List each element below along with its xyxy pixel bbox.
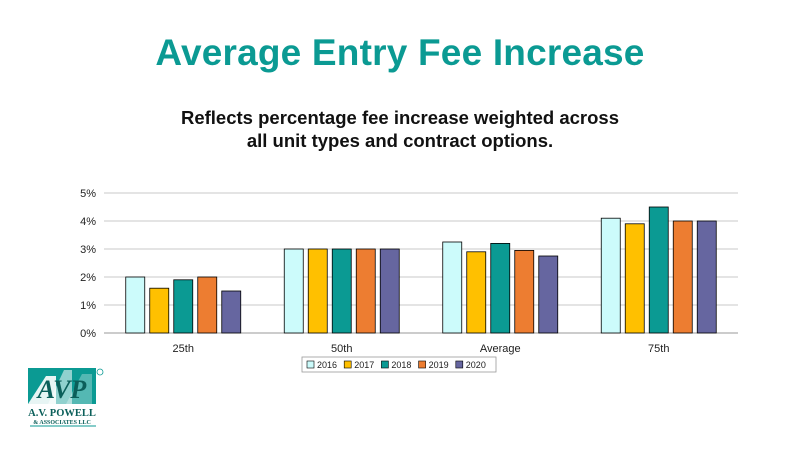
legend-label-2017: 2017 <box>354 360 374 370</box>
bar-2020-average <box>538 255 559 334</box>
bar-2019-50th <box>355 248 376 334</box>
page-subtitle: Reflects percentage fee increase weighte… <box>100 106 700 152</box>
page-title: Average Entry Fee Increase <box>155 32 645 73</box>
x-axis-tick-labels: 25th 50th Average 75th <box>173 343 670 355</box>
bar-2019-average <box>514 249 535 334</box>
y-tick-label: 4% <box>80 216 96 228</box>
legend-label-2018: 2018 <box>391 360 411 370</box>
logo-name: A.V. POWELL <box>28 408 96 419</box>
y-tick-label: 0% <box>80 328 96 340</box>
bar-2020-50th <box>379 248 400 334</box>
x-tick-label: Average <box>480 343 521 355</box>
bar-2020-25th <box>221 290 242 334</box>
bar-2018-25th <box>173 279 194 334</box>
company-logo: AVP A.V. POWELL & ASSOCIATES LLC <box>28 368 104 427</box>
logo-mark: AVP <box>36 375 88 404</box>
y-tick-label: 3% <box>80 244 96 256</box>
bar-2016-average <box>442 241 463 334</box>
legend-swatch-2017 <box>343 360 352 369</box>
bar-2017-25th <box>149 287 170 334</box>
subtitle-line-2: all unit types and contract options. <box>246 130 554 151</box>
legend-swatch-2019 <box>418 360 426 369</box>
bar-2019-75th <box>672 220 693 334</box>
x-tick-label: 75th <box>648 343 669 355</box>
bars <box>125 206 717 334</box>
y-axis-tick-labels: 0% 1% 2% 3% 4% 5% <box>80 188 96 340</box>
bar-2017-50th <box>307 248 328 334</box>
x-tick-label: 50th <box>331 343 352 355</box>
y-tick-label: 5% <box>80 188 96 200</box>
legend-label-2016: 2016 <box>317 360 337 370</box>
legend-swatch-2018 <box>381 360 389 369</box>
legend: 2016 2017 2018 2019 2020 <box>301 356 497 373</box>
x-tick-label: 25th <box>173 343 194 355</box>
bar-2017-average <box>466 251 487 334</box>
logo-tagline: & ASSOCIATES LLC <box>33 420 91 426</box>
bar-2016-50th <box>283 248 304 334</box>
bar-2019-25th <box>197 276 218 334</box>
bar-2016-25th <box>125 276 146 334</box>
y-tick-label: 2% <box>80 272 96 284</box>
bar-2017-75th <box>624 223 645 334</box>
bar-2016-75th <box>600 217 621 334</box>
legend-label-2020: 2020 <box>466 360 486 370</box>
subtitle-line-1: Reflects percentage fee increase weighte… <box>180 107 620 128</box>
legend-swatch-2016 <box>306 360 315 369</box>
y-tick-label: 1% <box>80 300 96 312</box>
bar-2020-75th <box>696 220 717 334</box>
bar-2018-50th <box>331 248 352 334</box>
legend-swatch-2020 <box>455 360 464 369</box>
bar-2018-average <box>490 242 511 334</box>
legend-label-2019: 2019 <box>429 360 449 370</box>
bar-2018-75th <box>648 206 669 334</box>
